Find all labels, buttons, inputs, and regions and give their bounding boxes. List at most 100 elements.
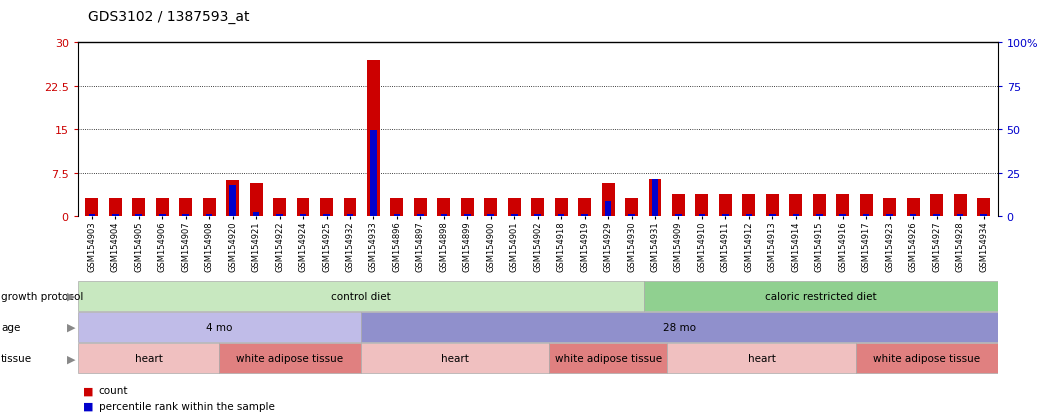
Text: percentile rank within the sample: percentile rank within the sample (99, 401, 275, 411)
Bar (644, 282, 998, 311)
Bar (887, 214, 893, 217)
Bar (202, 198, 216, 217)
Bar (78, 313, 361, 342)
Bar (508, 198, 521, 217)
Bar (766, 195, 779, 217)
Bar (343, 198, 357, 217)
Bar (85, 198, 99, 217)
Bar (414, 198, 427, 217)
Bar (909, 214, 917, 217)
Bar (884, 198, 896, 217)
Bar (792, 214, 800, 217)
Bar (346, 214, 354, 217)
Bar (367, 61, 380, 217)
Bar (863, 214, 869, 217)
Text: white adipose tissue: white adipose tissue (555, 353, 662, 363)
Bar (839, 214, 846, 217)
Text: ▶: ▶ (67, 322, 76, 332)
Bar (769, 214, 776, 217)
Bar (133, 198, 145, 217)
Text: 4 mo: 4 mo (206, 322, 232, 332)
Bar (628, 214, 635, 217)
Bar (582, 214, 588, 217)
Text: growth protocol: growth protocol (1, 291, 83, 301)
Bar (550, 344, 668, 373)
Text: count: count (99, 385, 128, 395)
Bar (226, 181, 240, 217)
Bar (78, 282, 644, 311)
Bar (980, 214, 987, 217)
Bar (534, 214, 541, 217)
Text: ■: ■ (83, 401, 93, 411)
Bar (722, 214, 729, 217)
Bar (487, 214, 494, 217)
Bar (558, 214, 564, 217)
Bar (78, 344, 219, 373)
Text: caloric restricted diet: caloric restricted diet (765, 291, 876, 301)
Bar (668, 344, 857, 373)
Bar (836, 195, 849, 217)
Text: tissue: tissue (1, 353, 32, 363)
Bar (672, 195, 684, 217)
Bar (675, 214, 681, 217)
Bar (438, 198, 450, 217)
Bar (229, 185, 236, 217)
Text: ▶: ▶ (67, 291, 76, 301)
Bar (625, 198, 638, 217)
Bar (651, 180, 658, 217)
Text: control diet: control diet (331, 291, 391, 301)
Bar (361, 344, 550, 373)
Bar (719, 195, 732, 217)
Text: heart: heart (748, 353, 776, 363)
Bar (206, 214, 213, 217)
Bar (816, 214, 822, 217)
Text: white adipose tissue: white adipose tissue (873, 353, 980, 363)
Bar (699, 214, 705, 217)
Bar (394, 214, 400, 217)
Bar (857, 344, 998, 373)
Bar (742, 195, 755, 217)
Bar (746, 214, 752, 217)
Bar (361, 313, 998, 342)
Bar (156, 198, 169, 217)
Bar (605, 201, 612, 217)
Bar (601, 183, 615, 217)
Bar (460, 198, 474, 217)
Bar (696, 195, 708, 217)
Text: 28 mo: 28 mo (663, 322, 696, 332)
Bar (906, 198, 920, 217)
Text: age: age (1, 322, 21, 332)
Bar (183, 214, 189, 217)
Text: GDS3102 / 1387593_at: GDS3102 / 1387593_at (88, 10, 250, 24)
Bar (324, 214, 330, 217)
Bar (297, 198, 309, 217)
Bar (957, 214, 963, 217)
Text: heart: heart (441, 353, 469, 363)
Bar (511, 214, 517, 217)
Bar (531, 198, 544, 217)
Bar (930, 195, 943, 217)
Bar (579, 198, 591, 217)
Bar (276, 214, 283, 217)
Bar (648, 179, 662, 217)
Bar (417, 214, 424, 217)
Bar (860, 195, 873, 217)
Bar (441, 214, 447, 217)
Bar (464, 214, 471, 217)
Bar (977, 198, 990, 217)
Bar (954, 195, 966, 217)
Bar (555, 198, 567, 217)
Bar (391, 198, 403, 217)
Bar (109, 198, 121, 217)
Bar (219, 344, 361, 373)
Text: white adipose tissue: white adipose tissue (236, 353, 343, 363)
Bar (159, 214, 166, 217)
Bar (250, 183, 262, 217)
Bar (253, 212, 259, 217)
Bar (273, 198, 286, 217)
Text: heart: heart (135, 353, 163, 363)
Bar (300, 214, 306, 217)
Bar (813, 195, 825, 217)
Text: ▶: ▶ (67, 353, 76, 363)
Bar (484, 198, 497, 217)
